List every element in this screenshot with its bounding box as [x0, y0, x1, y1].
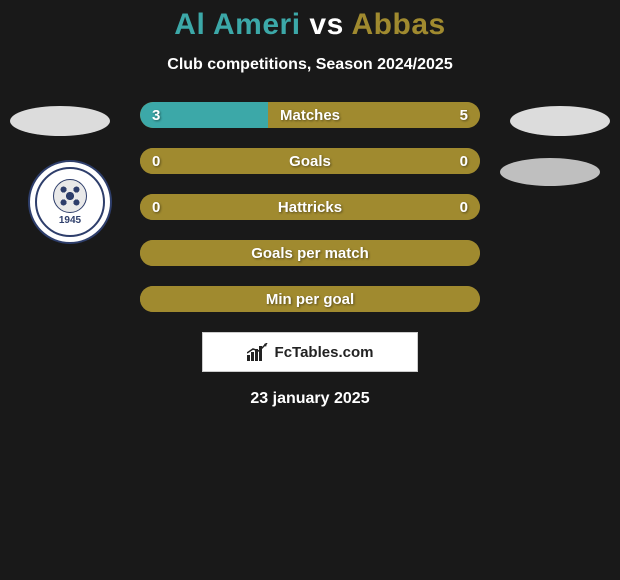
- comparison-card: Al Ameri vs Abbas Club competitions, Sea…: [0, 0, 620, 408]
- club-year: 1945: [59, 215, 81, 226]
- subtitle: Club competitions, Season 2024/2025: [0, 56, 620, 74]
- player1-avatar-placeholder: [10, 106, 110, 136]
- stat-label: Matches: [280, 107, 340, 124]
- stat-label: Hattricks: [278, 199, 342, 216]
- stat-label: Min per goal: [266, 291, 354, 308]
- stat-value-left: 0: [152, 153, 160, 170]
- watermark: FcTables.com: [202, 332, 418, 372]
- stat-value-left: 0: [152, 199, 160, 216]
- stat-label: Goals per match: [251, 245, 369, 262]
- stat-value-right: 0: [460, 199, 468, 216]
- watermark-text: FcTables.com: [275, 344, 374, 361]
- footer-date: 23 january 2025: [0, 390, 620, 408]
- stat-bar: Min per goal: [140, 286, 480, 312]
- club-badge-inner: 1945: [35, 167, 105, 237]
- player1-name: Al Ameri: [174, 8, 300, 41]
- vs-text: vs: [309, 8, 343, 41]
- stat-bar: 0 Goals 0: [140, 148, 480, 174]
- comparison-bars: 3 Matches 5 0 Goals 0 0 Hattricks 0 Goals per mat…: [140, 102, 480, 312]
- stat-value-right: 5: [460, 107, 468, 124]
- stat-value-left: 3: [152, 107, 160, 124]
- player2-club-placeholder: [500, 158, 600, 186]
- comparison-area: 1945 3 Matches 5 0 Goals 0 0 Hattricks 0 Goals pe…: [0, 102, 620, 408]
- stat-bar: Goals per match: [140, 240, 480, 266]
- stat-value-right: 0: [460, 153, 468, 170]
- player2-avatar-placeholder: [510, 106, 610, 136]
- player1-club-badge: 1945: [28, 160, 112, 244]
- page-title: Al Ameri vs Abbas: [0, 8, 620, 42]
- soccer-ball-icon: [53, 179, 87, 213]
- player2-name: Abbas: [352, 8, 446, 41]
- stat-label: Goals: [289, 153, 331, 170]
- stat-bar: 0 Hattricks 0: [140, 194, 480, 220]
- stat-bar: 3 Matches 5: [140, 102, 480, 128]
- bars-chart-icon: [247, 343, 269, 361]
